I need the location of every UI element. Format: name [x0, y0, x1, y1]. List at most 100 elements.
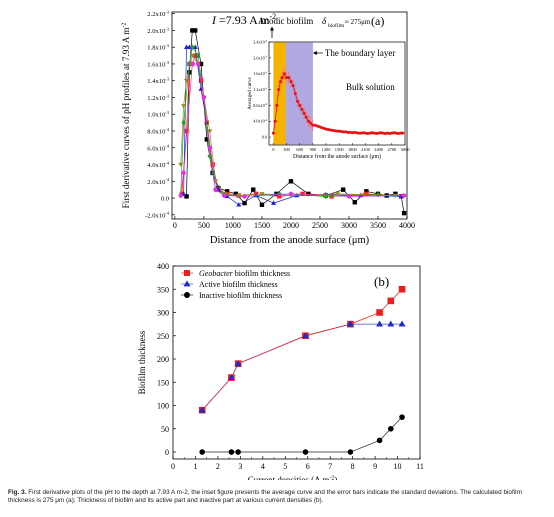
panel-a-data-point: [178, 162, 184, 168]
panel-a-inset-data-point: [282, 72, 286, 76]
panel-a-data-point: [300, 191, 305, 197]
panel-b-data-point: [302, 449, 309, 455]
panel-a-data-point: [213, 187, 218, 192]
panel-a-y-tick-label: 1.6x10-3: [147, 60, 169, 69]
panel-a-data-point: [201, 95, 207, 100]
panel-a-data-point: [204, 137, 210, 142]
panel-a-data-point: [253, 192, 259, 198]
panel-a-title: I =7.93 A m-2: [211, 12, 276, 27]
panel-a-y-tick-label: 2.0x10-4: [147, 177, 170, 186]
panel-a-x-tick-label: 3500: [370, 221, 386, 230]
panel-a-inset-data-point: [342, 130, 346, 134]
panel-a-y-tick-label: 1.4x10-3: [147, 77, 169, 86]
panel-a-inset-data-point: [304, 115, 308, 119]
panel-a-data-point: [233, 191, 239, 197]
panel-a-data-point: [401, 193, 407, 198]
panel-a-inset-y-tick-label: 0.0: [262, 135, 267, 140]
panel-a-inset-data-point: [399, 131, 403, 135]
panel-b-legend-label: Geobacter biofilm thickness: [199, 269, 290, 278]
panel-a-data-point: [364, 191, 369, 197]
panel-a-inset-data-point: [300, 107, 304, 111]
panel-b-data-point: [376, 437, 383, 444]
panel-a-x-tick-label: 0: [173, 221, 177, 230]
panel-a-data-point: [184, 194, 189, 199]
panel-b-x-tick-label: 4: [261, 462, 265, 471]
panel-a-inset-x-tick-label: 300: [283, 147, 290, 152]
panel-a-data-point: [190, 28, 195, 33]
panel-a-y-tick-label: -2.0x10-4: [145, 211, 170, 220]
panel-a-inset-boundary-label: The boundary layer: [325, 48, 395, 58]
panel-a-data-point: [401, 210, 407, 216]
panel-a-x-tick-label: 2500: [312, 221, 328, 230]
panel-a-x-tick-label: 1000: [225, 221, 241, 230]
panel-b-y-axis-label: Biofilm thickness: [137, 330, 147, 394]
panel-a-data-point: [210, 162, 215, 167]
panel-a-data-point: [271, 200, 277, 205]
panel-a-annotation-delta-value: ≈ 275μm: [345, 18, 371, 26]
panel-a-y-tick-label: 1.2x10-3: [147, 93, 169, 102]
panel-b-legend-label: Inactive biofilm thickness: [199, 291, 282, 300]
panel-b-data-point: [388, 425, 394, 432]
panel-a-inset-y-tick-label: 1.6x10-3: [253, 71, 267, 76]
panel-a-inset-y-tick-label: 2.4x10-3: [253, 40, 267, 45]
panel-a-inset-data-point: [298, 103, 302, 107]
panel-a-data-point: [181, 119, 186, 126]
panel-a-inset-data-point: [287, 76, 291, 80]
panel-a-y-tick-label: 0.0: [161, 196, 170, 203]
panel-a-inset-x-tick-label: 2700: [387, 147, 397, 152]
panel-b-data-point: [387, 320, 395, 327]
panel-a-data-point: [340, 187, 346, 192]
panel-a-inset-data-point: [273, 119, 277, 123]
panel-a-inset-y-tick-label: 2.0x10-3: [253, 55, 267, 60]
panel-a-inset-x-axis-label: Distance from the anode surface (μm): [293, 153, 381, 160]
panel-a-inset-data-point: [291, 84, 295, 88]
panel-a-data-point: [259, 202, 265, 207]
panel-a-inset-data-point: [289, 80, 293, 84]
panel-a-data-point: [251, 187, 256, 192]
panel-a-data-point: [181, 104, 187, 109]
panel-a-inset-data-point: [401, 131, 405, 135]
panel-b-data-point: [302, 332, 309, 339]
panel-b-x-axis-label: Current densities (A m-2): [248, 475, 338, 480]
panel-b-data-point: [227, 374, 235, 381]
panel-a-y-tick-label: 4.0x10-4: [147, 160, 170, 169]
panel-a-x-tick-label: 500: [198, 221, 210, 230]
panel-b-data-point: [199, 449, 205, 455]
panel-b-x-tick-label: 10: [394, 462, 402, 471]
panel-a-data-point: [187, 70, 192, 75]
panel-a-data-point: [207, 129, 213, 134]
panel-a-inset-x-tick-label: 2400: [374, 147, 384, 152]
panel-a-inset-y-tick-label: 4.0x10-4: [253, 119, 267, 124]
panel-a-x-tick-label: 4000: [399, 221, 415, 230]
panel-a-x-tick-label: 3000: [341, 221, 357, 230]
panel-a-inset-bulk-label: Bulk solution: [346, 82, 395, 92]
panel-b-x-tick-label: 6: [306, 462, 310, 471]
panel-a-inset-data-point: [280, 76, 284, 80]
panel-b-x-tick-label: 2: [216, 462, 220, 471]
panel-b-data-point: [398, 320, 406, 327]
panel-a-data-point: [364, 189, 369, 194]
panel-a-y-tick-label: 8.0x10-4: [147, 127, 170, 136]
panel-b-data-point: [399, 414, 405, 420]
panel-b-data-point: [376, 309, 383, 316]
panel-a-data-point: [195, 61, 201, 67]
panel-a-inset-data-point: [311, 123, 315, 127]
caption-label: Fig. 3.: [8, 489, 27, 496]
panel-a-annotation-delta: δ: [322, 16, 327, 26]
panel-a-y-tick-label: 2.0x10-3: [147, 26, 169, 35]
panel-a-data-point: [277, 190, 282, 197]
panel-a-data-point: [190, 44, 195, 51]
panel-b-x-tick-label: 11: [416, 462, 424, 471]
panel-a-data-point: [306, 191, 311, 197]
panel-a-inset-data-point: [293, 92, 297, 95]
panel-a-inset-x-tick-label: 1200: [322, 147, 332, 152]
panel-b-data-point: [235, 449, 241, 455]
panel-b-legend-marker: [184, 292, 190, 298]
panel-a-inset-data-point: [302, 111, 306, 115]
panel-a-inset-data-point: [335, 129, 339, 133]
panel-b-series-line: [201, 289, 403, 411]
panel-a-data-point: [190, 61, 195, 67]
panel-b-y-tick-label: 0: [165, 448, 169, 457]
panel-b-legend-label: Active biofilm thickness: [199, 280, 278, 289]
panel-a-y-tick-label: 2.2x10-3: [147, 10, 169, 19]
